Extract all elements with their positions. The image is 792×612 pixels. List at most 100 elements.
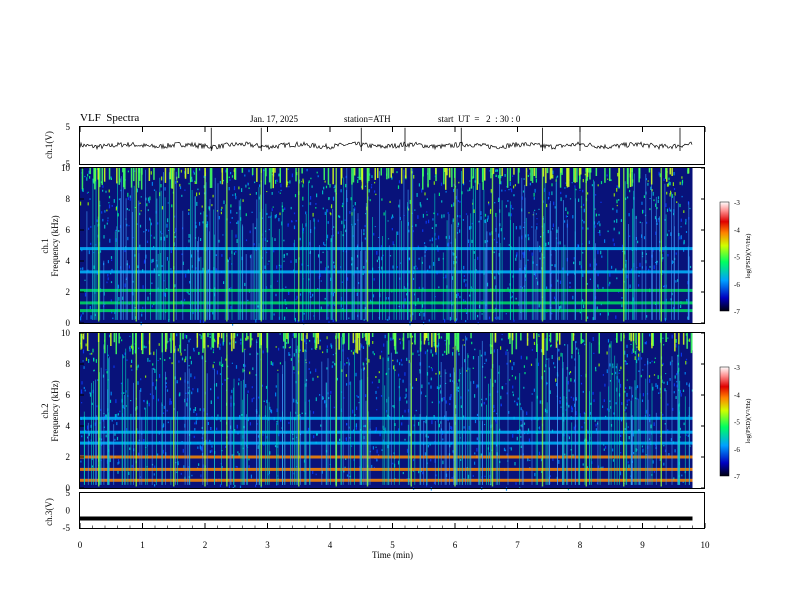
spec2-speck-473 [356, 406, 358, 410]
spec1-speck-766 [598, 213, 600, 216]
spec2-top-84 [293, 333, 296, 339]
spec1-channel-label: ch.1 [40, 238, 50, 253]
spec1-speck-1374 [200, 212, 202, 215]
spec1-speck-148 [199, 221, 201, 226]
spec1-speck-883 [641, 255, 644, 258]
spec1-speck-1292 [639, 262, 641, 267]
spec1-speck-1062 [374, 190, 376, 193]
spec1-speck-930 [230, 287, 232, 290]
spec1-speck-837 [616, 188, 618, 192]
spec2-speck-1231 [109, 399, 112, 403]
spec1-speck-997 [316, 171, 318, 174]
spec2-speck-260 [661, 379, 663, 383]
spec2-top-144 [419, 333, 422, 352]
spec2-speck-1013 [451, 426, 453, 430]
spec2-speck-942 [484, 475, 486, 478]
spec2-speck-1364 [406, 448, 409, 453]
spec1-speck-1308 [554, 206, 556, 209]
spec2-speck-383 [176, 471, 178, 473]
spec2-speck-335 [123, 392, 125, 394]
spec1-top-39 [386, 168, 388, 180]
spec1-speck-419 [616, 185, 618, 189]
spec2-speck-978 [527, 428, 530, 432]
spec1-speck-1055 [680, 235, 682, 240]
spec1-speck-852 [301, 263, 303, 266]
spec2-speck-1209 [313, 435, 315, 439]
spec1-speck-432 [441, 200, 443, 203]
spec2-speck-1005 [537, 362, 539, 366]
spec2-speck-622 [201, 437, 203, 439]
spec2-speck-769 [392, 405, 394, 407]
spec2-speck-685 [474, 420, 477, 424]
spec1-top-119 [422, 168, 424, 190]
spec1-speck-756 [212, 194, 214, 198]
spec2-speck-1365 [571, 407, 574, 411]
spec2-speck-563 [626, 399, 628, 403]
ch3-wave-frame [79, 492, 705, 529]
spec1-speck-179 [488, 203, 490, 206]
spec1-speck-514 [284, 299, 286, 302]
spec1-top-145 [484, 168, 486, 181]
spec2-speck-95 [620, 434, 622, 437]
spec2-speck-965 [289, 346, 291, 349]
spec1-speck-1179 [622, 250, 624, 253]
spec2-speck-519 [435, 372, 437, 375]
spec1-speck-1158 [433, 181, 435, 185]
spec1-speck-647 [156, 264, 158, 268]
spec2-speck-536 [438, 387, 440, 390]
spec1-speck-1098 [469, 180, 471, 182]
spec2-speck-860 [466, 370, 468, 372]
spec2-speck-1023 [626, 344, 628, 348]
spec1-speck-283 [433, 212, 435, 215]
spec1-speck-968 [160, 184, 162, 188]
spec2-speck-626 [589, 411, 591, 415]
spec1-speck-704 [110, 176, 112, 179]
spec1-speck-69 [531, 226, 533, 228]
x-axis-label: Time (min) [372, 550, 413, 560]
spec2-speck-251 [231, 454, 233, 457]
spec1-speck-404 [689, 207, 691, 210]
spec1-speck-893 [398, 305, 400, 308]
spec2-speck-833 [689, 445, 691, 447]
spec2-speck-994 [319, 394, 321, 396]
spec1-speck-1267 [151, 282, 153, 285]
spec2-speck-1274 [221, 383, 223, 386]
spec1-speck-461 [422, 229, 424, 232]
spec2-speck-554 [316, 432, 318, 436]
spec1-speck-1031 [245, 239, 248, 242]
spec2-speck-53 [116, 413, 118, 418]
spec2-top-13 [511, 333, 513, 355]
spec1-speck-213 [551, 312, 553, 315]
spec1-speck-301 [562, 267, 564, 270]
spec1-speck-1019 [287, 223, 289, 227]
spec2-speck-235 [476, 413, 479, 416]
spec2-top-93 [549, 333, 552, 343]
spec2-top-65 [342, 333, 344, 345]
spec1-speck-1172 [649, 208, 651, 211]
spec2-speck-1381 [615, 371, 617, 375]
spec1-speck-1219 [527, 259, 529, 261]
spec2-speck-403 [675, 339, 677, 343]
spec1-speck-267 [357, 176, 359, 178]
spec2-speck-648 [91, 402, 93, 405]
spec1-speck-891 [515, 257, 517, 261]
spec2-speck-39 [528, 438, 530, 442]
spec2-speck-551 [216, 427, 218, 431]
spec2-speck-425 [533, 341, 536, 345]
spec1-speck-1140 [511, 295, 513, 298]
spec1-speck-615 [609, 281, 611, 285]
spec2-top-35 [113, 333, 116, 343]
spec1-speck-670 [242, 199, 244, 202]
spec1-speck-482 [310, 296, 312, 298]
spec1-top-57 [351, 168, 353, 185]
spec1-speck-589 [597, 250, 599, 255]
spec1-speck-1208 [663, 285, 665, 287]
spec2-speck-616 [349, 475, 351, 478]
spec1-speck-827 [566, 215, 568, 217]
spec2-speck-658 [404, 372, 406, 376]
spec1-speck-305 [191, 176, 193, 180]
spec1-speck-659 [616, 199, 618, 204]
spec2-top-129 [142, 333, 144, 355]
spec2-speck-1233 [320, 424, 322, 427]
spec2-speck-253 [405, 393, 407, 398]
